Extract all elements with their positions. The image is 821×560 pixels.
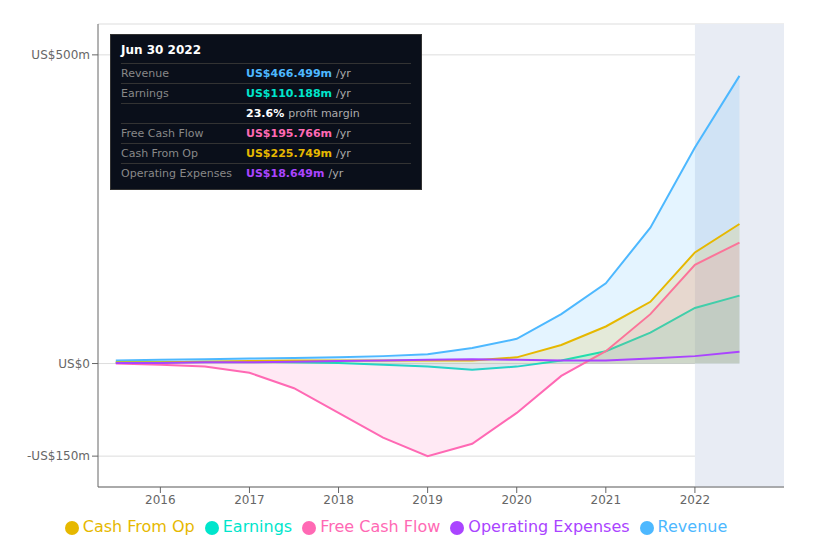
html-text:Revenue: Revenue: [121, 67, 169, 80]
svg-text:-US$150m: -US$150m: [27, 449, 90, 463]
svg-text:2020: 2020: [501, 493, 532, 507]
html-text:Free Cash Flow: Free Cash Flow: [320, 517, 441, 536]
html-text:US$225.749m /yr: US$225.749m /yr: [246, 147, 351, 160]
svg-text:2022: 2022: [680, 493, 711, 507]
svg-text:US$0: US$0: [58, 357, 90, 371]
html-text:US$466.499m /yr: US$466.499m /yr: [246, 67, 351, 80]
html-text:23.6% profit margin: 23.6% profit margin: [246, 107, 360, 120]
html-text:Earnings: Earnings: [222, 517, 293, 536]
html-text:Operating Expenses: Operating Expenses: [121, 167, 232, 180]
html-text:US$195.766m /yr: US$195.766m /yr: [246, 127, 351, 140]
html-text:US$110.188m /yr: US$110.188m /yr: [246, 87, 351, 100]
html-text:Earnings: Earnings: [121, 87, 169, 100]
html-text:Jun 30 2022: Jun 30 2022: [121, 43, 201, 57]
svg-text:2018: 2018: [323, 493, 354, 507]
html-text:US$18.649m /yr: US$18.649m /yr: [246, 167, 344, 180]
html-text:Cash From Op: Cash From Op: [82, 517, 195, 536]
svg-text:2016: 2016: [145, 493, 176, 507]
svg-text:2019: 2019: [412, 493, 443, 507]
html-text:Revenue: Revenue: [657, 517, 728, 536]
svg-text:2021: 2021: [591, 493, 622, 507]
html-text:Cash From Op: Cash From Op: [121, 147, 198, 160]
html-text:Free Cash Flow: Free Cash Flow: [121, 127, 204, 140]
svg-text:US$500m: US$500m: [31, 48, 90, 62]
svg-text:2017: 2017: [234, 493, 265, 507]
html-text:Operating Expenses: Operating Expenses: [468, 517, 630, 536]
